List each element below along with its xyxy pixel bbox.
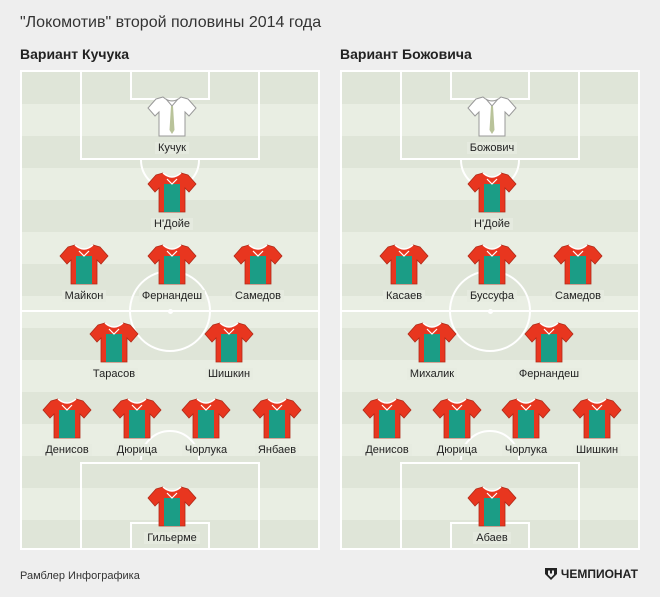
red-green-shirt-icon (379, 244, 429, 285)
red-green-shirt-icon (204, 322, 254, 363)
player: Н'Дойе (132, 170, 212, 232)
player: Майкон (44, 242, 124, 304)
red-green-shirt-icon (553, 244, 603, 285)
left-pitch: Кучук Н'Дойе Майкон Фернандеш Самедов Та… (20, 70, 320, 550)
red-green-shirt-icon (362, 398, 412, 439)
player: Абаев (452, 484, 532, 546)
player: Шишкин (189, 320, 269, 382)
player-name: Касаев (382, 290, 426, 302)
red-green-shirt-icon (42, 398, 92, 439)
center-spot (168, 309, 173, 314)
coach-name: Божович (466, 142, 518, 154)
player: Буссуфа (452, 242, 532, 304)
player-name: Майкон (61, 290, 107, 302)
red-green-shirt-icon (147, 486, 197, 527)
player-name: Янбаев (254, 444, 300, 456)
red-green-shirt-icon (467, 172, 517, 213)
red-green-shirt-icon (252, 398, 302, 439)
player-name: Дюрица (433, 444, 481, 456)
top-goal-box (450, 72, 530, 100)
player: Н'Дойе (452, 170, 532, 232)
player: Тарасов (74, 320, 154, 382)
player-name: Чорлука (501, 444, 551, 456)
footer-credit: Рамблер Инфографика (20, 570, 140, 582)
red-green-shirt-icon (147, 172, 197, 213)
brand-logo: ЧЕМПИОНАТ (544, 567, 638, 581)
bottom-penalty-box (400, 462, 580, 548)
bottom-penalty-box (80, 462, 260, 548)
red-green-shirt-icon (89, 322, 139, 363)
player: Шишкин (557, 396, 637, 458)
player-name: Шишкин (204, 368, 254, 380)
red-green-shirt-icon (112, 398, 162, 439)
page-title: "Локомотив" второй половины 2014 года (20, 14, 322, 31)
player-name: Н'Дойе (151, 218, 193, 230)
player-name: Михалик (406, 368, 458, 380)
player-name: Денисов (362, 444, 412, 456)
player: Касаев (364, 242, 444, 304)
player: Гильерме (132, 484, 212, 546)
player-name: Денисов (42, 444, 92, 456)
top-penalty-box (80, 72, 260, 160)
coach: Кучук (132, 94, 212, 156)
red-green-shirt-icon (501, 398, 551, 439)
player: Дюрица (417, 396, 497, 458)
player-name: Абаев (473, 532, 511, 544)
center-spot (488, 309, 493, 314)
red-green-shirt-icon (467, 244, 517, 285)
red-green-shirt-icon (181, 398, 231, 439)
player-name: Шишкин (572, 444, 622, 456)
brand-name: ЧЕМПИОНАТ (560, 567, 638, 581)
player-name: Самедов (551, 290, 604, 302)
red-green-shirt-icon (59, 244, 109, 285)
player-name: Тарасов (89, 368, 139, 380)
player-name: Гильерме (144, 532, 200, 544)
player: Фернандеш (132, 242, 212, 304)
player-name: Фернандеш (515, 368, 583, 380)
top-penalty-box (400, 72, 580, 160)
player: Самедов (538, 242, 618, 304)
red-green-shirt-icon (432, 398, 482, 439)
coach: Божович (452, 94, 532, 156)
player: Янбаев (237, 396, 317, 458)
player-name: Н'Дойе (471, 218, 513, 230)
top-goal-box (130, 72, 210, 100)
white-shirt-icon (467, 96, 517, 137)
player: Дюрица (97, 396, 177, 458)
red-green-shirt-icon (407, 322, 457, 363)
championat-logo-icon (544, 568, 557, 580)
right-pitch: Божович Н'Дойе Касаев Буссуфа Самедов Ми… (340, 70, 640, 550)
player: Самедов (218, 242, 298, 304)
coach-name: Кучук (155, 142, 189, 154)
player: Денисов (347, 396, 427, 458)
player: Чорлука (486, 396, 566, 458)
left-variant-heading: Вариант Кучука (20, 46, 130, 62)
red-green-shirt-icon (147, 244, 197, 285)
player-name: Чорлука (181, 444, 231, 456)
player: Денисов (27, 396, 107, 458)
player: Фернандеш (509, 320, 589, 382)
player: Чорлука (166, 396, 246, 458)
white-shirt-icon (147, 96, 197, 137)
red-green-shirt-icon (467, 486, 517, 527)
player: Михалик (392, 320, 472, 382)
player-name: Самедов (231, 290, 284, 302)
red-green-shirt-icon (572, 398, 622, 439)
right-variant-heading: Вариант Божовича (340, 46, 472, 62)
player-name: Дюрица (113, 444, 161, 456)
red-green-shirt-icon (233, 244, 283, 285)
player-name: Фернандеш (138, 290, 206, 302)
red-green-shirt-icon (524, 322, 574, 363)
player-name: Буссуфа (467, 290, 517, 302)
